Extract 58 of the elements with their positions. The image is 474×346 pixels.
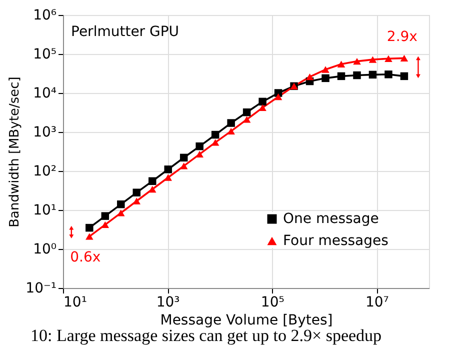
point (368, 70, 377, 79)
point (180, 162, 188, 170)
y-tick-label: 10⁰ (33, 242, 57, 258)
point (384, 70, 392, 78)
x-tick-label: 10⁵ (260, 294, 284, 310)
point (274, 93, 282, 100)
point (132, 198, 141, 204)
y-axis-title: Bandwidth [MByte/sec] (8, 76, 23, 228)
point (86, 224, 94, 232)
y-tick-label: 10⁵ (33, 46, 56, 62)
point (258, 104, 266, 112)
point (400, 54, 408, 62)
point (384, 55, 392, 62)
point (86, 233, 94, 240)
x-tick-label: 10¹ (64, 294, 87, 310)
point (101, 221, 110, 228)
point (227, 119, 235, 127)
point (196, 150, 204, 158)
point (211, 130, 220, 139)
y-tick-label: 10² (33, 164, 56, 180)
point (368, 56, 377, 63)
y-tick-label: 10⁶ (33, 8, 57, 24)
legend-label: One message (283, 211, 379, 227)
point (196, 142, 204, 150)
y-tick-label: 10³ (33, 124, 56, 140)
x-tick-label: 10⁷ (365, 294, 389, 310)
point (337, 60, 346, 68)
point (400, 72, 408, 80)
y-tick-label: 10¹ (33, 202, 56, 218)
point (306, 73, 314, 80)
point (322, 74, 330, 82)
annotation: 0.6x (70, 249, 101, 266)
point (148, 186, 156, 193)
annotation: 2.9x (386, 29, 418, 46)
point (117, 210, 125, 216)
annotation: Perlmutter GPU (71, 24, 180, 40)
point (258, 98, 266, 106)
point (337, 72, 346, 80)
point (242, 108, 251, 116)
point (117, 200, 125, 208)
point (164, 174, 172, 181)
point (101, 212, 110, 220)
point (148, 177, 156, 185)
y-tick-label: 10⁴ (33, 86, 57, 102)
point (242, 116, 251, 123)
point (164, 166, 172, 174)
x-axis-title: Message Volume [Bytes] (160, 312, 333, 328)
legend-label: Four messages (283, 233, 388, 249)
point (180, 154, 188, 162)
point (353, 71, 361, 80)
x-tick-label: 10³ (156, 294, 180, 310)
point (132, 188, 141, 196)
point (227, 128, 235, 135)
y-tick-label: 10⁻¹ (26, 280, 56, 296)
text: 10: Large message sizes can get up to 2.9× speedup (30, 326, 382, 345)
point (211, 139, 220, 146)
point (322, 66, 330, 73)
point (353, 58, 361, 65)
